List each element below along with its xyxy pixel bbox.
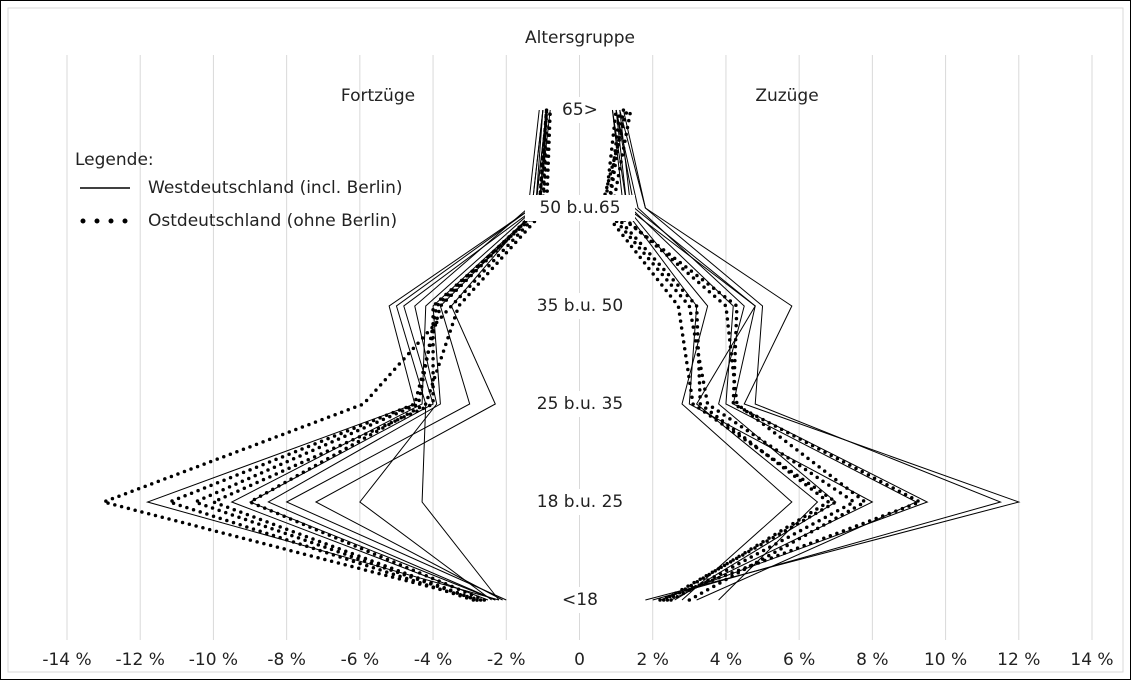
side-label: Zuzüge	[755, 86, 818, 106]
side-label: Fortzüge	[341, 86, 415, 106]
x-tick-label: -12 %	[116, 650, 165, 670]
series-line	[599, 108, 840, 602]
x-tick-label: 2 %	[637, 650, 669, 670]
series-line	[314, 109, 544, 601]
y-tick-label: 18 b.u. 25	[537, 492, 623, 512]
label-bg	[525, 293, 635, 319]
legend-label: Westdeutschland (incl. Berlin)	[148, 178, 403, 198]
legend-title: Legende:	[75, 150, 154, 170]
x-tick-label: 0	[574, 650, 585, 670]
x-tick-label: 6 %	[783, 650, 815, 670]
series-line	[395, 109, 544, 601]
series-line	[619, 109, 1003, 601]
series-line	[208, 108, 552, 602]
series-line	[615, 109, 929, 601]
label-bg	[525, 195, 635, 221]
chart-title: Altersgruppe	[525, 28, 635, 48]
series-line	[619, 109, 918, 601]
x-tick-label: -14 %	[42, 650, 91, 670]
y-tick-label: 65>	[562, 100, 598, 120]
x-tick-label: 12 %	[997, 650, 1040, 670]
series-line	[246, 108, 552, 602]
series-line	[359, 109, 540, 601]
legend-label: Ostdeutschland (ohne Berlin)	[148, 211, 397, 231]
x-tick-label: 14 %	[1070, 650, 1113, 670]
y-tick-label: 25 b.u. 35	[537, 394, 623, 414]
label-bg	[525, 489, 635, 515]
x-tick-label: 8 %	[856, 650, 888, 670]
label-bg	[525, 587, 635, 613]
x-tick-label: -10 %	[189, 650, 238, 670]
series-line	[610, 108, 869, 602]
x-tick-label: -4 %	[414, 650, 453, 670]
series-line	[611, 109, 874, 601]
y-tick-label: 35 b.u. 50	[537, 296, 623, 316]
series-line	[622, 109, 1021, 601]
plot-frame	[7, 7, 1124, 673]
y-tick-label: <18	[562, 590, 598, 610]
series-line	[611, 109, 793, 601]
x-tick-label: -6 %	[341, 650, 380, 670]
series-line	[615, 109, 819, 601]
label-bg	[525, 391, 635, 417]
x-tick-label: -8 %	[267, 650, 306, 670]
series-line	[606, 108, 832, 602]
label-bg	[560, 97, 600, 123]
x-tick-label: 4 %	[710, 650, 742, 670]
series-line	[230, 109, 548, 601]
y-tick-label: 50 b.u.65	[539, 198, 620, 218]
series-line	[164, 108, 549, 602]
x-tick-label: -2 %	[487, 650, 526, 670]
x-tick-label: 10 %	[924, 650, 967, 670]
